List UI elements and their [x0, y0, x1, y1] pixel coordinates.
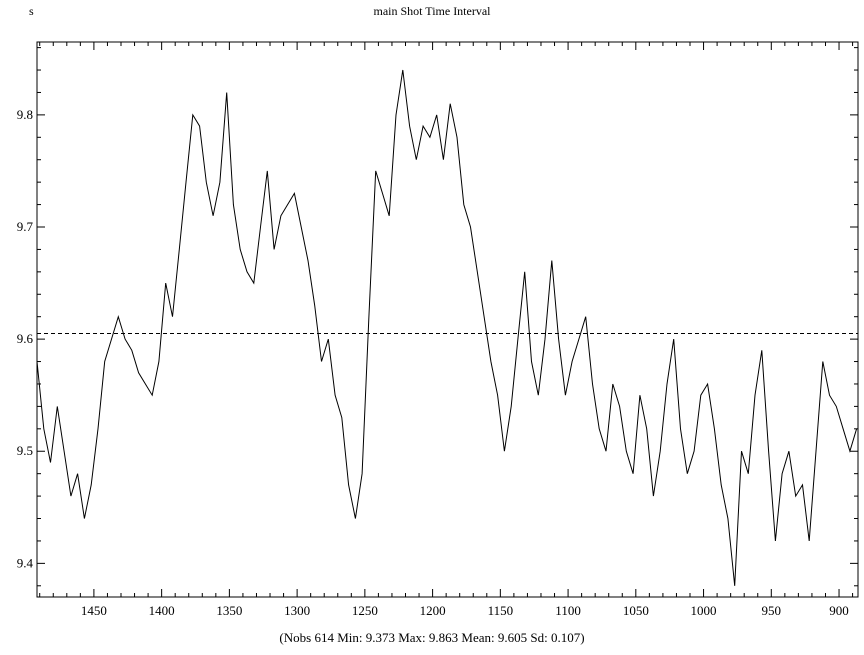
plot-area-frame [36, 41, 859, 598]
x-tick-label: 1300 [284, 603, 310, 618]
x-tick-label: 1000 [691, 603, 717, 618]
axis-ticks: 1450 1400 1350 1300 1250 1200 1150 1100 1050 1000… [17, 42, 858, 618]
line-chart: 1450 1400 1350 1300 1250 1200 1150 1100 1050 1000… [17, 41, 859, 618]
x-tick-label: 1100 [555, 603, 581, 618]
x-tick-label: 1350 [216, 603, 242, 618]
x-tick-label: 1150 [488, 603, 514, 618]
x-tick-label: 1400 [149, 603, 175, 618]
chart-title: main Shot Time Interval [373, 4, 491, 18]
x-tick-label: 1450 [81, 603, 107, 618]
x-tick-label: 1250 [352, 603, 378, 618]
y-tick-label: 9.4 [17, 555, 34, 570]
y-tick-label: 9.7 [17, 219, 34, 234]
x-tick-label: 900 [829, 603, 849, 618]
y-tick-label: 9.6 [17, 331, 34, 346]
x-tick-label: 1050 [623, 603, 649, 618]
summary-statistics: (Nobs 614 Min: 9.373 Max: 9.863 Mean: 9.… [279, 630, 585, 645]
y-axis-unit-label: s [29, 4, 34, 18]
y-tick-label: 9.5 [17, 443, 33, 458]
x-tick-label: 950 [762, 603, 782, 618]
y-tick-label: 9.8 [17, 107, 33, 122]
series-line [36, 69, 858, 586]
x-tick-label: 1200 [420, 603, 446, 618]
